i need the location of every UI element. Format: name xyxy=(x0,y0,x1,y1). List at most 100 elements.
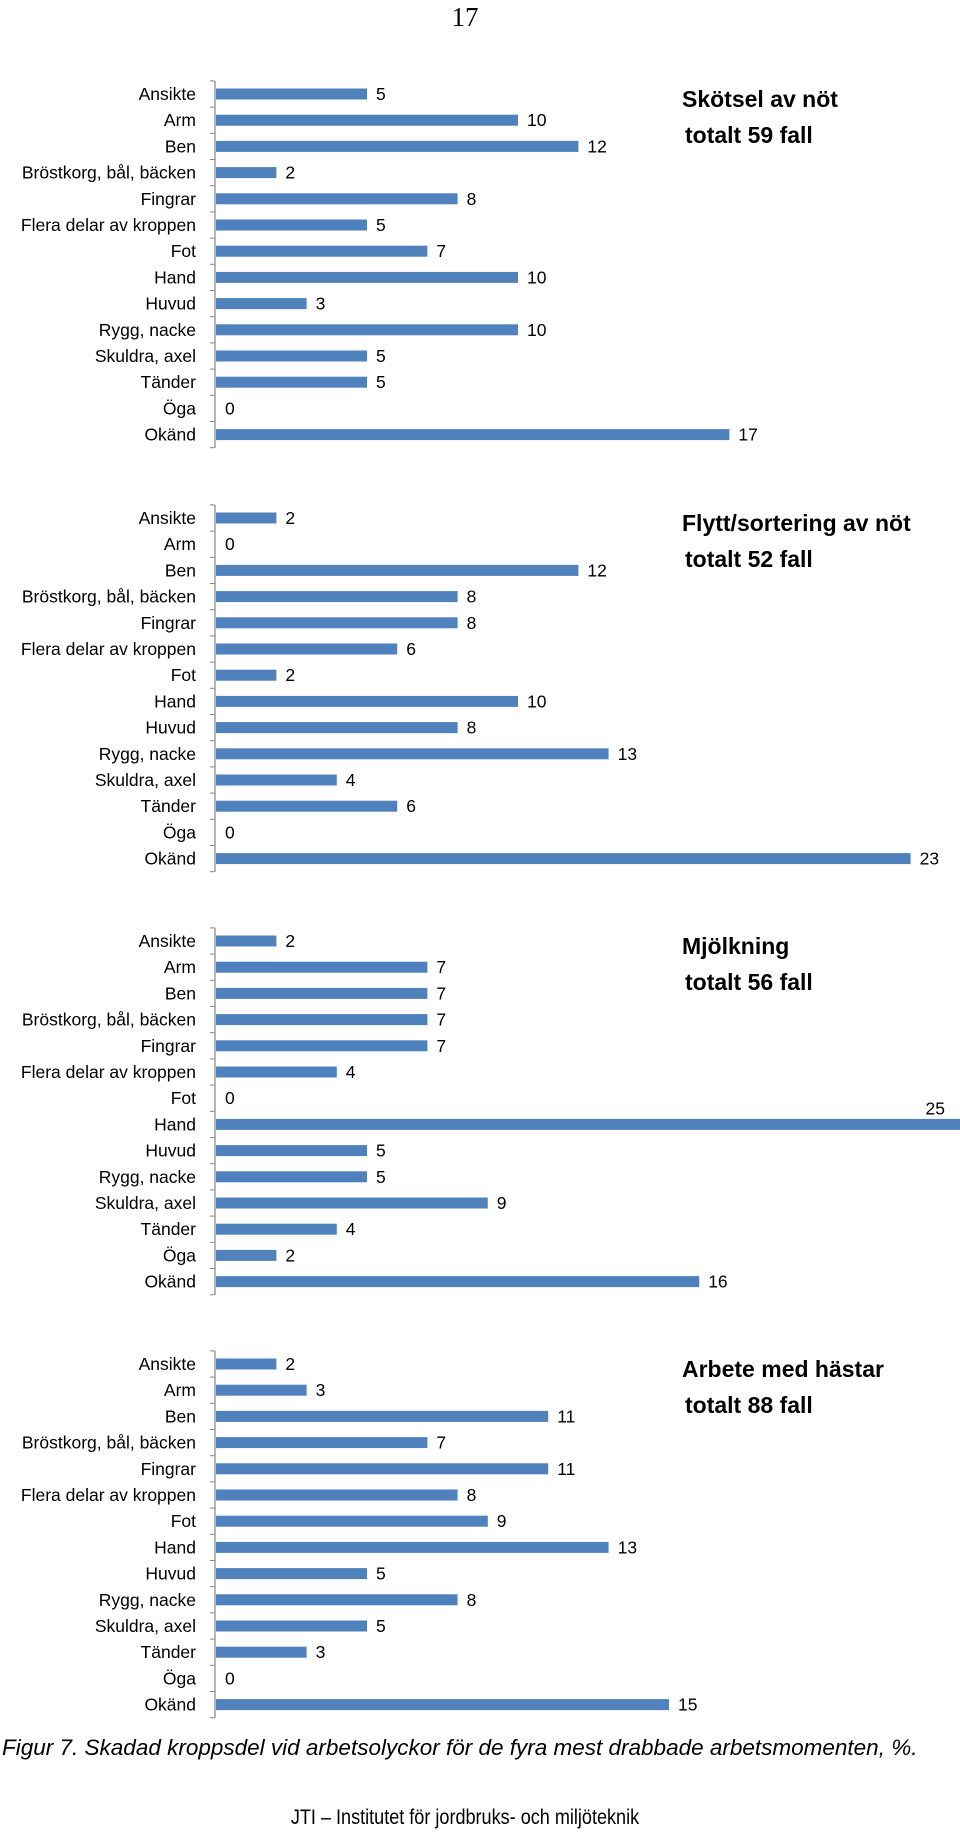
bar xyxy=(216,1171,367,1183)
bar xyxy=(216,695,518,707)
category-label: Flera delar av kroppen xyxy=(21,639,196,659)
bar xyxy=(216,1410,549,1422)
category-label: Skuldra, axel xyxy=(95,770,196,790)
bar xyxy=(216,1594,458,1606)
data-label: 8 xyxy=(467,587,477,607)
category-label: Ben xyxy=(165,1406,196,1426)
category-label: Hand xyxy=(154,1537,196,1557)
bar xyxy=(216,114,518,126)
category-label: Ansikte xyxy=(139,84,196,104)
data-label: 5 xyxy=(376,215,386,235)
data-label: 2 xyxy=(285,665,295,685)
data-label: 11 xyxy=(557,1406,575,1426)
category-label: Fot xyxy=(171,665,196,685)
data-label: 17 xyxy=(738,425,757,445)
data-label: 6 xyxy=(406,639,416,659)
chart-title: Flytt/sortering av nöt xyxy=(682,510,911,536)
category-label: Okänd xyxy=(144,1272,196,1292)
data-label: 10 xyxy=(527,320,547,340)
category-label: Hand xyxy=(154,1114,196,1134)
chart-1: Ansikte 5 Arm 10 Ben 12 Bröstkorg, bål, bäcken… xyxy=(21,80,838,449)
data-label: 0 xyxy=(225,534,235,554)
category-label: Tänder xyxy=(141,372,197,392)
bar xyxy=(216,1358,277,1370)
page-footer: JTI – Institutet för jordbruks- och milj… xyxy=(290,1806,640,1829)
category-label: Flera delar av kroppen xyxy=(21,215,196,235)
data-label: 25 xyxy=(926,1098,945,1118)
data-label: 2 xyxy=(285,163,295,183)
bar xyxy=(216,1515,488,1527)
category-label: Skuldra, axel xyxy=(95,1616,196,1636)
bar xyxy=(216,1568,367,1580)
data-label: 12 xyxy=(587,136,606,156)
data-label: 8 xyxy=(467,1590,477,1610)
category-label: Tänder xyxy=(141,1642,197,1662)
data-label: 7 xyxy=(436,1036,446,1056)
bar xyxy=(216,1145,367,1157)
data-label: 6 xyxy=(406,796,416,816)
bar xyxy=(216,1197,488,1209)
data-label: 0 xyxy=(225,398,235,418)
bar xyxy=(216,1699,669,1711)
bar xyxy=(216,617,458,629)
data-label: 2 xyxy=(285,1245,295,1265)
category-label: Bröstkorg, bål, bäcken xyxy=(22,587,196,607)
data-label: 7 xyxy=(436,241,446,261)
category-label: Fot xyxy=(171,1511,196,1531)
bar xyxy=(216,376,367,388)
bar xyxy=(216,800,398,812)
data-label: 5 xyxy=(376,1564,386,1584)
data-label: 9 xyxy=(497,1511,507,1531)
bar xyxy=(216,935,277,947)
data-label: 8 xyxy=(467,718,477,738)
bar xyxy=(216,193,458,205)
bar xyxy=(216,245,428,257)
data-label: 7 xyxy=(436,1010,446,1030)
category-label: Skuldra, axel xyxy=(95,1193,196,1213)
bar xyxy=(216,271,518,283)
bar xyxy=(216,1489,458,1501)
data-label: 12 xyxy=(587,560,606,580)
category-label: Hand xyxy=(154,267,196,287)
data-label: 0 xyxy=(225,1668,235,1688)
category-label: Huvud xyxy=(145,718,196,738)
category-label: Rygg, nacke xyxy=(99,1167,196,1187)
bar xyxy=(216,669,277,681)
page-number: 17 xyxy=(451,2,479,32)
category-label: Fingrar xyxy=(141,189,197,209)
data-label: 8 xyxy=(467,613,477,633)
bar xyxy=(216,591,458,603)
data-label: 0 xyxy=(225,822,235,842)
data-label: 2 xyxy=(285,508,295,528)
bar xyxy=(216,140,579,152)
category-label: Flera delar av kroppen xyxy=(21,1485,196,1505)
chart-title: totalt 52 fall xyxy=(685,546,813,572)
chart-title: totalt 59 fall xyxy=(685,122,813,148)
category-label: Bröstkorg, bål, bäcken xyxy=(22,163,196,183)
category-label: Ansikte xyxy=(139,1354,196,1374)
bar xyxy=(216,429,730,441)
category-label: Okänd xyxy=(144,849,196,869)
data-label: 11 xyxy=(557,1459,575,1479)
category-label: Rygg, nacke xyxy=(99,320,196,340)
data-label: 7 xyxy=(436,983,446,1003)
data-label: 10 xyxy=(527,267,547,287)
bar xyxy=(216,1384,307,1396)
category-label: Huvud xyxy=(145,1564,196,1584)
category-label: Öga xyxy=(163,398,196,418)
data-label: 0 xyxy=(225,1088,235,1108)
data-label: 5 xyxy=(376,346,386,366)
data-label: 10 xyxy=(527,110,547,130)
bar xyxy=(216,853,911,865)
bar xyxy=(216,987,428,999)
chart-2: Ansikte 2 Arm 0 Ben 12 Bröstkorg, bål, bäcken 8… xyxy=(21,504,939,873)
category-label: Fingrar xyxy=(141,613,197,633)
data-label: 4 xyxy=(346,770,356,790)
data-label: 5 xyxy=(376,1167,386,1187)
bar xyxy=(216,1437,428,1449)
category-label: Fot xyxy=(171,241,196,261)
bar xyxy=(216,1249,277,1261)
figure-caption: Figur 7. Skadad kroppsdel vid arbetsolyc… xyxy=(2,1735,918,1760)
data-label: 5 xyxy=(376,84,386,104)
category-label: Arm xyxy=(164,534,196,554)
